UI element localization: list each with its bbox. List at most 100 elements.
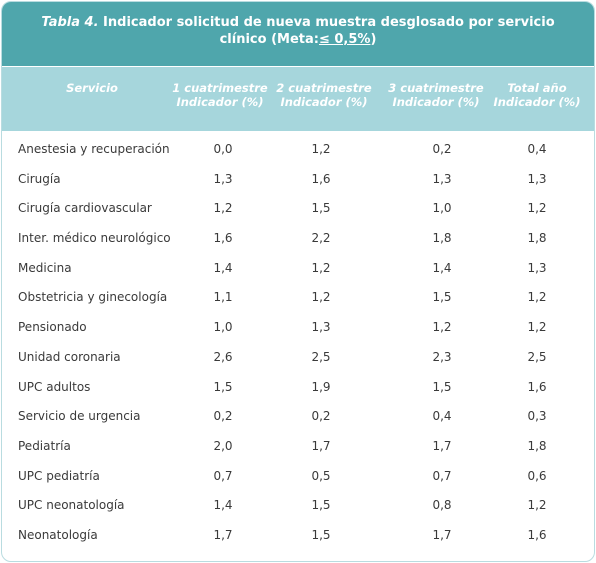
cell-c1: 1,5	[213, 379, 233, 394]
cell-servicio: Pensionado	[18, 320, 87, 335]
table-row: UPC neonatología 1,4 1,5 0,8 1,2	[2, 491, 594, 521]
cell-c2: 1,5	[311, 201, 331, 216]
cell-total: 1,2	[527, 201, 547, 216]
cell-servicio: UPC neonatología	[18, 498, 125, 513]
cell-c1: 1,2	[213, 201, 233, 216]
cell-servicio: Servicio de urgencia	[18, 409, 141, 424]
cell-servicio: Obstetricia y ginecología	[18, 290, 168, 305]
header-c3-line1: 3 cuatrimestre	[388, 81, 484, 95]
cell-c1: 0,0	[213, 142, 233, 156]
cell-c1: 1,4	[213, 498, 233, 513]
header-total-line1: Total año	[507, 81, 567, 95]
cell-servicio: Pediatría	[18, 438, 71, 453]
title-text-1: Indicador solicitud de nueva muestra des…	[98, 15, 555, 30]
header-c1-line2: Indicador (%)	[176, 95, 264, 109]
cell-c2: 1,5	[311, 498, 331, 513]
cell-c3: 0,8	[432, 498, 452, 513]
cell-servicio: Medicina	[18, 260, 72, 275]
table-row: Pensionado 1,0 1,3 1,2 1,2	[2, 313, 594, 343]
cell-total: 1,2	[527, 498, 547, 513]
table-row: Cirugía 1,3 1,6 1,3 1,3	[2, 165, 594, 195]
cell-c3: 1,0	[432, 201, 452, 216]
cell-c3: 0,2	[432, 142, 452, 156]
table-row: Pediatría 2,0 1,7 1,7 1,8	[2, 432, 594, 462]
table-header: Servicio 1 cuatrimestre Indicador (%) 2 …	[2, 66, 594, 131]
cell-total: 1,8	[527, 231, 547, 246]
cell-c2: 1,7	[311, 438, 331, 453]
table-row: Obstetricia y ginecología 1,1 1,2 1,5 1,2	[2, 283, 594, 313]
cell-c3: 1,2	[432, 320, 452, 335]
cell-c1: 2,6	[213, 349, 233, 364]
cell-total: 1,6	[527, 379, 547, 394]
cell-c3: 1,3	[432, 171, 452, 186]
cell-c3: 1,8	[432, 231, 452, 246]
cell-total: 1,3	[527, 171, 547, 186]
cell-total: 1,8	[527, 438, 547, 453]
header-servicio-label: Servicio	[66, 81, 118, 95]
cell-c3: 0,4	[432, 409, 452, 424]
table-row: Neonatología 1,7 1,5 1,7 1,6	[2, 521, 594, 551]
goal-value: ≤ 0,5%	[318, 32, 371, 47]
cell-servicio: UPC pediatría	[18, 468, 100, 483]
cell-c1: 1,4	[213, 260, 233, 275]
cell-servicio: Unidad coronaria	[18, 349, 121, 364]
table-row: Anestesia y recuperación 0,0 1,2 0,2 0,4	[2, 135, 594, 165]
header-total: Total año Indicador (%)	[482, 81, 592, 109]
cell-c2: 2,2	[311, 231, 331, 246]
table-row: UPC pediatría 0,7 0,5 0,7 0,6	[2, 462, 594, 492]
table-body: Anestesia y recuperación 0,0 1,2 0,2 0,4 Ciru…	[2, 135, 594, 551]
cell-c3: 1,5	[432, 290, 452, 305]
cell-c1: 1,6	[213, 231, 233, 246]
header-c1: 1 cuatrimestre Indicador (%)	[160, 81, 280, 109]
cell-total: 0,4	[527, 142, 547, 156]
cell-servicio: Neonatología	[18, 527, 98, 542]
cell-c2: 2,5	[311, 349, 331, 364]
cell-c2: 1,2	[311, 142, 331, 156]
cell-c3: 1,7	[432, 527, 452, 542]
header-c2-line2: Indicador (%)	[280, 95, 368, 109]
title-text-2: clínico (Meta:	[219, 32, 319, 47]
cell-total: 0,3	[527, 409, 547, 424]
cell-c2: 1,2	[311, 260, 331, 275]
header-c2: 2 cuatrimestre Indicador (%)	[264, 81, 384, 109]
header-c3: 3 cuatrimestre Indicador (%)	[376, 81, 496, 109]
cell-servicio: Anestesia y recuperación	[18, 142, 170, 156]
cell-c1: 1,0	[213, 320, 233, 335]
cell-total: 1,6	[527, 527, 547, 542]
cell-c3: 0,7	[432, 468, 452, 483]
table-row: UPC adultos 1,5 1,9 1,5 1,6	[2, 373, 594, 403]
cell-servicio: Cirugía	[18, 171, 61, 186]
cell-total: 0,6	[527, 468, 547, 483]
header-c3-line2: Indicador (%)	[392, 95, 480, 109]
cell-c3: 1,5	[432, 379, 452, 394]
title-line-2: clínico (Meta:≤ 0,5%)	[2, 31, 594, 48]
cell-total: 1,3	[527, 260, 547, 275]
header-c1-line1: 1 cuatrimestre	[172, 81, 268, 95]
table-label: Tabla 4.	[41, 15, 99, 30]
cell-servicio: UPC adultos	[18, 379, 91, 394]
cell-c3: 2,3	[432, 349, 452, 364]
cell-c2: 1,5	[311, 527, 331, 542]
cell-c2: 0,5	[311, 468, 331, 483]
cell-c2: 0,2	[311, 409, 331, 424]
header-c2-line1: 2 cuatrimestre	[276, 81, 372, 95]
cell-total: 1,2	[527, 290, 547, 305]
cell-c2: 1,2	[311, 290, 331, 305]
cell-c1: 1,7	[213, 527, 233, 542]
table-title: Tabla 4. Indicador solicitud de nueva mu…	[2, 2, 594, 66]
cell-c1: 0,2	[213, 409, 233, 424]
cell-servicio: Cirugía cardiovascular	[18, 201, 152, 216]
cell-c1: 0,7	[213, 468, 233, 483]
title-text-3: )	[370, 32, 377, 47]
cell-c1: 2,0	[213, 438, 233, 453]
cell-c3: 1,7	[432, 438, 452, 453]
cell-c1: 1,1	[213, 290, 233, 305]
header-servicio: Servicio	[32, 81, 152, 95]
cell-c2: 1,3	[311, 320, 331, 335]
cell-c1: 1,3	[213, 171, 233, 186]
cell-total: 1,2	[527, 320, 547, 335]
title-line-1: Tabla 4. Indicador solicitud de nueva mu…	[2, 14, 594, 31]
table-row: Unidad coronaria 2,6 2,5 2,3 2,5	[2, 343, 594, 373]
header-total-line2: Indicador (%)	[493, 95, 581, 109]
